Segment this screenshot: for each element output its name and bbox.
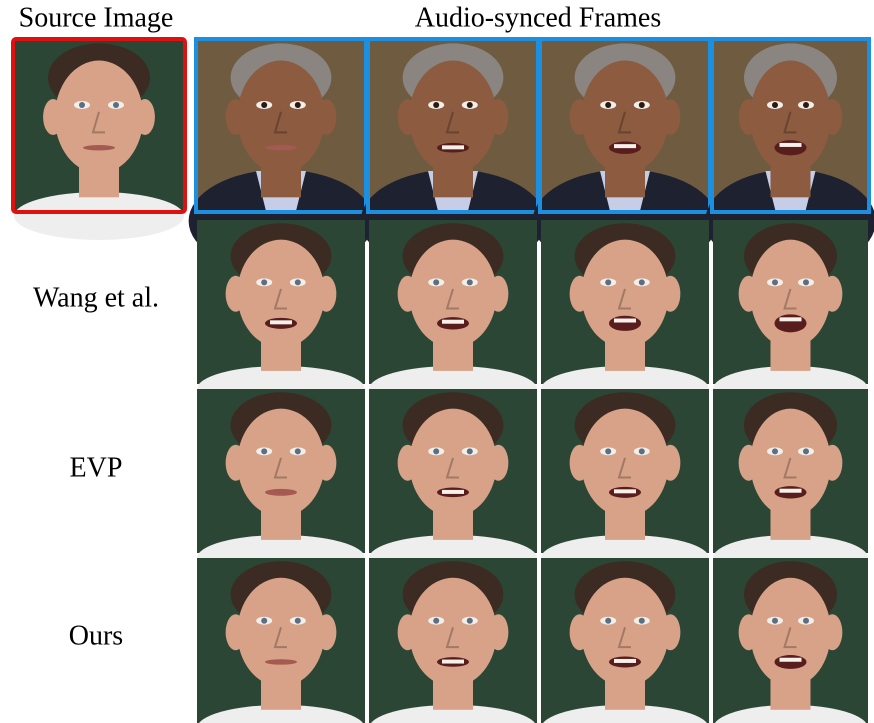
teeth	[614, 659, 636, 663]
mouth	[775, 140, 807, 155]
face	[750, 578, 831, 687]
teeth	[442, 490, 464, 494]
pupil	[772, 448, 778, 454]
pupil	[261, 102, 267, 108]
pupil	[261, 448, 267, 454]
face	[237, 409, 324, 517]
photo	[197, 558, 365, 723]
teeth	[442, 660, 464, 664]
photo	[369, 389, 537, 581]
face	[581, 240, 668, 348]
face	[237, 240, 324, 348]
photo	[713, 389, 868, 581]
teeth	[780, 658, 802, 662]
pupil	[433, 279, 439, 285]
photo	[713, 220, 868, 412]
face	[581, 578, 668, 687]
row-label: EVP	[70, 452, 123, 483]
teeth	[442, 145, 464, 149]
pupil	[261, 279, 267, 285]
face	[750, 61, 831, 174]
face	[237, 61, 324, 174]
mouth	[609, 316, 641, 331]
face	[409, 409, 496, 517]
teeth	[614, 319, 636, 323]
row-label: Ours	[69, 620, 123, 651]
face	[55, 61, 143, 174]
face	[237, 578, 324, 687]
photo	[541, 220, 709, 412]
pupil	[295, 618, 301, 624]
pupil	[467, 102, 473, 108]
mouth	[775, 314, 807, 332]
pupil	[639, 448, 645, 454]
pupil	[295, 102, 301, 108]
mouth	[83, 145, 115, 150]
photo	[14, 40, 184, 240]
teeth	[780, 143, 802, 147]
pupil	[605, 618, 611, 624]
face	[750, 409, 831, 517]
pupil	[639, 279, 645, 285]
photo	[197, 220, 365, 412]
figure: Source Image Audio-synced Frames Wang et…	[0, 0, 874, 723]
mouth	[265, 145, 297, 150]
shirt	[14, 192, 184, 240]
photo	[369, 558, 537, 723]
pupil	[605, 448, 611, 454]
pupil	[605, 102, 611, 108]
teeth	[270, 320, 292, 324]
photo	[541, 558, 709, 723]
pupil	[261, 618, 267, 624]
pupil	[467, 618, 473, 624]
face	[409, 240, 496, 348]
pupil	[803, 618, 809, 624]
face	[581, 409, 668, 517]
source-label: Source Image	[19, 2, 174, 33]
pupil	[467, 279, 473, 285]
mouth	[265, 489, 297, 496]
pupil	[113, 102, 119, 108]
pupil	[433, 618, 439, 624]
teeth	[780, 489, 802, 493]
photo	[713, 558, 868, 723]
pupil	[772, 279, 778, 285]
pupil	[803, 279, 809, 285]
pupil	[639, 618, 645, 624]
face	[409, 578, 496, 687]
pupil	[295, 448, 301, 454]
pupil	[639, 102, 645, 108]
teeth	[442, 320, 464, 324]
pupil	[803, 102, 809, 108]
pupil	[467, 448, 473, 454]
mouth	[775, 655, 807, 669]
pupil	[772, 618, 778, 624]
teeth	[614, 144, 636, 148]
pupil	[605, 279, 611, 285]
mouth	[265, 659, 297, 664]
pupil	[79, 102, 85, 108]
row-label: Wang et al.	[33, 282, 159, 313]
pupil	[295, 279, 301, 285]
photo	[369, 220, 537, 412]
teeth	[614, 489, 636, 493]
photo	[541, 389, 709, 581]
pupil	[803, 448, 809, 454]
pupil	[772, 102, 778, 108]
image-grid	[13, 39, 874, 723]
face	[581, 61, 668, 174]
frames-label: Audio-synced Frames	[415, 2, 662, 33]
teeth	[780, 317, 802, 321]
photo	[197, 389, 365, 581]
pupil	[433, 448, 439, 454]
pupil	[433, 102, 439, 108]
face	[409, 61, 496, 174]
